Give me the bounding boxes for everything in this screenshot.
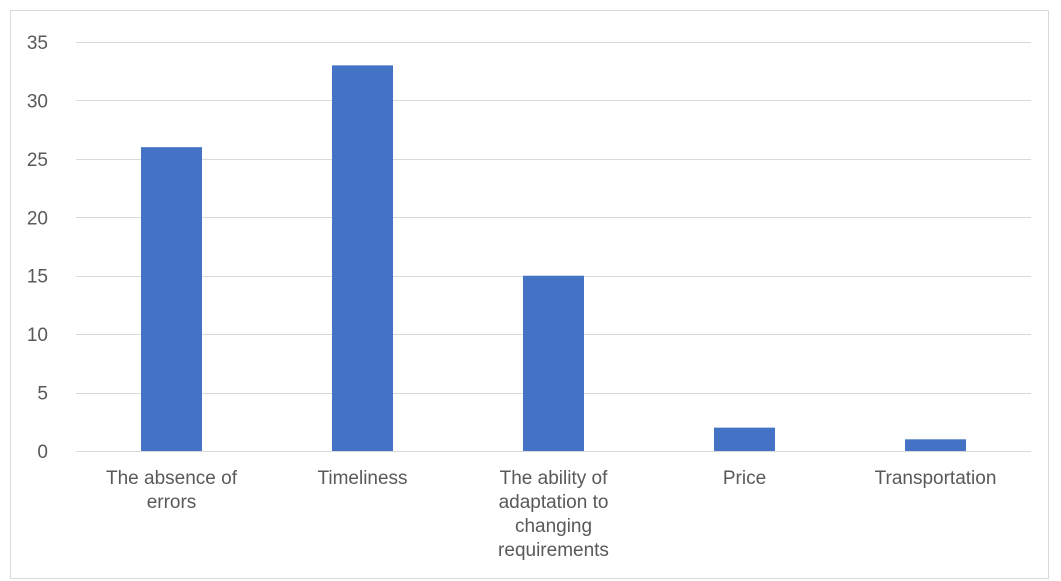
x-tick-label: Timeliness xyxy=(317,468,407,489)
x-tick-label: The absence of xyxy=(106,468,238,489)
y-tick-label: 35 xyxy=(27,33,48,54)
y-tick-label: 25 xyxy=(27,150,48,171)
y-tick-label: 10 xyxy=(27,325,48,346)
x-tick-label: changing xyxy=(515,516,592,537)
bar xyxy=(141,147,202,451)
x-tick-label: The ability of xyxy=(500,468,608,489)
bars xyxy=(141,65,966,451)
x-tick-label: Price xyxy=(723,468,766,489)
bar xyxy=(714,427,775,451)
y-tick-label: 15 xyxy=(27,267,48,288)
y-axis-ticks: 0 5 10 15 20 25 30 35 xyxy=(27,33,48,463)
gridlines xyxy=(76,42,1031,452)
y-tick-label: 5 xyxy=(37,384,48,405)
y-tick-label: 30 xyxy=(27,91,48,112)
bar xyxy=(905,439,966,451)
x-tick-label: errors xyxy=(147,492,197,513)
y-tick-label: 0 xyxy=(37,442,48,463)
x-tick-label: adaptation to xyxy=(499,492,609,513)
y-tick-label: 20 xyxy=(27,208,48,229)
x-tick-label: Transportation xyxy=(875,468,997,489)
x-axis-labels: The absence of errors Timeliness The abilit… xyxy=(106,468,996,561)
x-tick-label: requirements xyxy=(498,540,609,561)
bar xyxy=(332,65,393,451)
bar xyxy=(523,275,584,451)
